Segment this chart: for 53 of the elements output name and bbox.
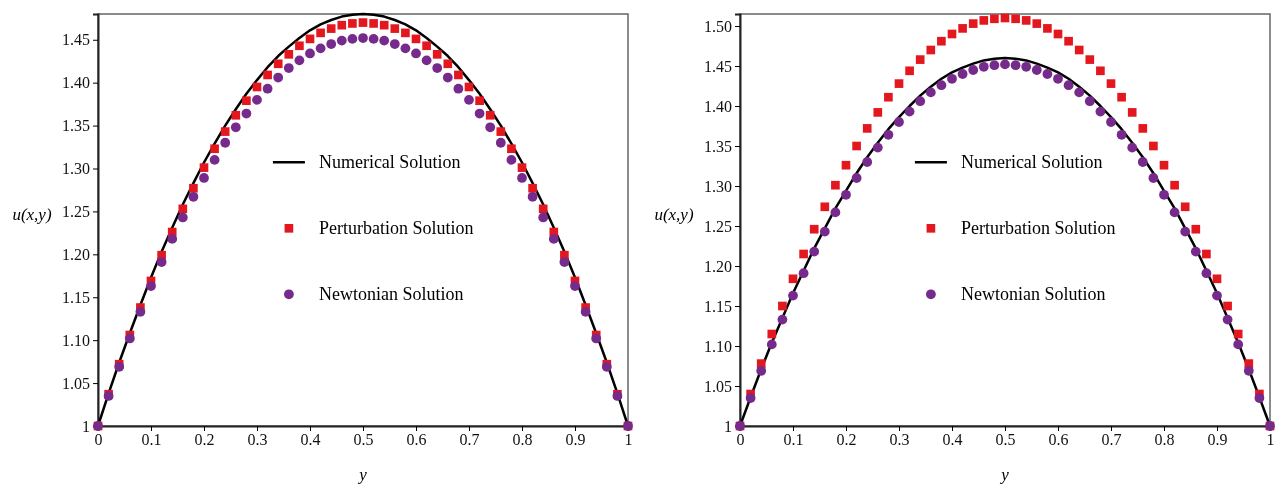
y-tick-label: 1.40 xyxy=(704,97,732,115)
x-tick-label: 0.3 xyxy=(889,431,910,449)
y-tick-label: 1.35 xyxy=(704,137,732,155)
legend-label: Perturbation Solution xyxy=(960,218,1116,239)
y-tick-label: 1.45 xyxy=(62,31,90,49)
y-tick-label: 1.20 xyxy=(62,245,90,263)
x-tick-label: 0.6 xyxy=(406,431,427,449)
y-tick-label: 1.40 xyxy=(62,74,90,92)
y-tick-label: 1.50 xyxy=(704,17,732,35)
x-tick-label: 0.8 xyxy=(512,431,533,449)
x-tick-label: 0.4 xyxy=(300,431,321,449)
x-tick-label: 0 xyxy=(94,431,103,449)
legend-label: Numerical Solution xyxy=(318,152,461,173)
legend-label: Newtonian Solution xyxy=(318,284,464,305)
x-tick-label: 0.5 xyxy=(353,431,374,449)
y-tick-label: 1.30 xyxy=(704,177,732,195)
x-tick-label: 0.7 xyxy=(459,431,480,449)
y-tick-label: 1.15 xyxy=(62,288,90,306)
y-tick-label: 1 xyxy=(82,417,90,435)
x-tick-label: 1 xyxy=(1266,431,1275,449)
y-axis-title: u(x,y) xyxy=(654,205,694,224)
y-tick-label: 1 xyxy=(724,417,732,435)
x-tick-label: 0.3 xyxy=(247,431,268,449)
x-tick-label: 0.2 xyxy=(194,431,215,449)
x-tick-label: 0.7 xyxy=(1101,431,1122,449)
x-tick-label: 0.4 xyxy=(942,431,963,449)
x-tick-label: 0.1 xyxy=(783,431,804,449)
x-tick-label: 0.1 xyxy=(141,431,162,449)
x-tick-label: 0.9 xyxy=(1207,431,1228,449)
y-tick-label: 1.20 xyxy=(704,257,732,275)
x-tick-label: 0.8 xyxy=(1154,431,1175,449)
y-tick-label: 1.10 xyxy=(62,331,90,349)
y-tick-label: 1.10 xyxy=(704,337,732,355)
x-tick-label: 0.6 xyxy=(1048,431,1069,449)
y-tick-label: 1.25 xyxy=(62,203,90,221)
y-tick-label: 1.45 xyxy=(704,57,732,75)
y-tick-label: 1.30 xyxy=(62,160,90,178)
x-axis-title: y xyxy=(999,465,1010,484)
legend-label: Perturbation Solution xyxy=(318,218,474,239)
x-tick-label: 1 xyxy=(624,431,633,449)
y-tick-label: 1.25 xyxy=(704,217,732,235)
x-tick-label: 0 xyxy=(736,431,745,449)
x-tick-label: 0.5 xyxy=(995,431,1016,449)
x-tick-label: 0.9 xyxy=(565,431,586,449)
y-tick-label: 1.35 xyxy=(62,117,90,135)
x-axis-title: y xyxy=(357,465,368,484)
y-tick-label: 1.05 xyxy=(704,377,732,395)
y-tick-label: 1.05 xyxy=(62,374,90,392)
y-axis-title: u(x,y) xyxy=(12,205,52,224)
x-tick-label: 0.2 xyxy=(836,431,857,449)
legend-label: Newtonian Solution xyxy=(960,284,1106,305)
legend-label: Numerical Solution xyxy=(960,152,1103,173)
y-tick-label: 1.15 xyxy=(704,297,732,315)
